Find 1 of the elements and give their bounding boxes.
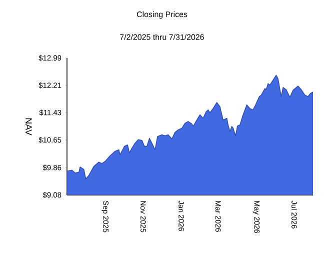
y-axis-title: NAV: [26, 118, 32, 136]
